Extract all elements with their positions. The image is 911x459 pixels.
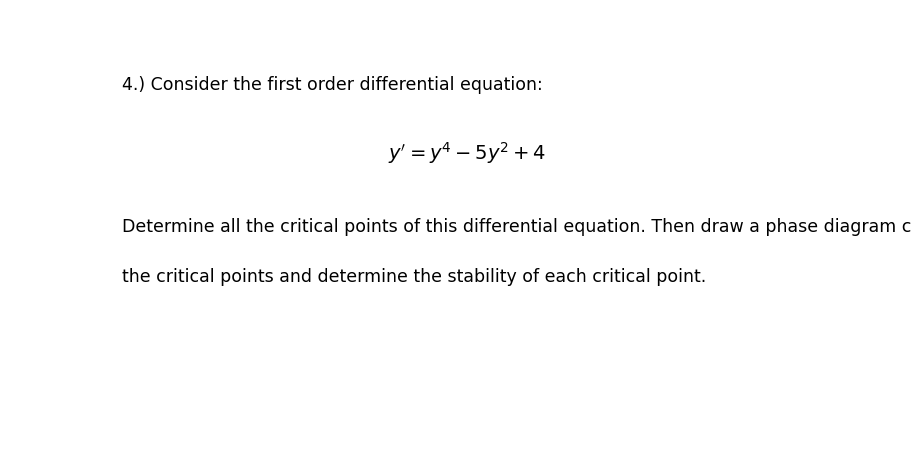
Text: the critical points and determine the stability of each critical point.: the critical points and determine the st… [122,267,707,285]
Text: 4.) Consider the first order differential equation:: 4.) Consider the first order differentia… [122,76,543,94]
Text: $y' = y^{4} - 5y^{2} + 4$: $y' = y^{4} - 5y^{2} + 4$ [388,140,546,166]
Text: Determine all the critical points of this differential equation. Then draw a pha: Determine all the critical points of thi… [122,218,911,235]
